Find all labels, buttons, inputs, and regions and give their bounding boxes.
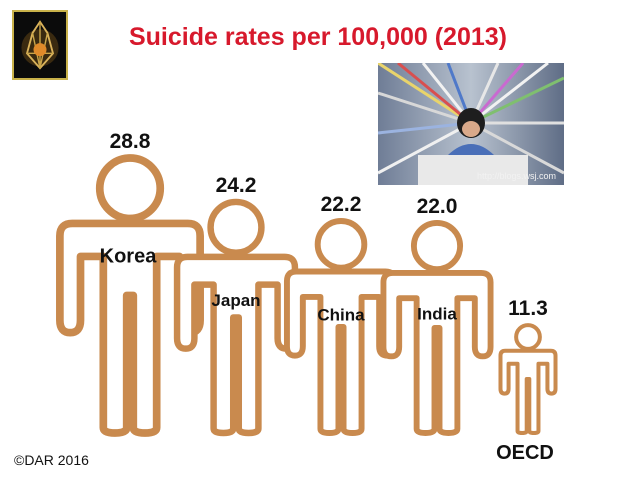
lantern-logo-icon — [12, 10, 68, 80]
value-label-japan: 24.2 — [216, 174, 257, 197]
person-figure-oecd — [498, 323, 558, 435]
figure-head-japan — [207, 198, 265, 256]
figure-body-oecd — [498, 348, 558, 435]
copyright-notice: ©DAR 2016 — [14, 452, 89, 468]
figure-body-china — [283, 268, 399, 436]
value-label-china: 22.2 — [321, 193, 362, 216]
figure-body-india — [380, 269, 494, 436]
category-label-korea: Korea — [100, 246, 158, 268]
value-label-korea: 28.8 — [110, 130, 151, 153]
figure-head-india — [410, 219, 464, 273]
chart-title: Suicide rates per 100,000 (2013) — [128, 23, 507, 51]
figure-head-china — [314, 218, 368, 271]
value-label-oecd: 11.3 — [508, 297, 548, 320]
photo-credit: http://blogs.wsj.com — [476, 171, 556, 181]
category-label-oecd: OECD — [496, 442, 554, 464]
person-figure-india — [380, 219, 494, 436]
person-figure-china — [283, 218, 399, 436]
value-label-india: 22.0 — [417, 195, 458, 218]
category-label-japan: Japan — [211, 291, 260, 310]
figure-body-japan — [173, 253, 299, 437]
category-label-india: India — [417, 305, 457, 324]
student-photo: http://blogs.wsj.com — [378, 63, 564, 185]
figure-head-oecd — [514, 323, 542, 351]
category-label-china: China — [317, 306, 365, 325]
figure-head-korea — [95, 154, 165, 223]
